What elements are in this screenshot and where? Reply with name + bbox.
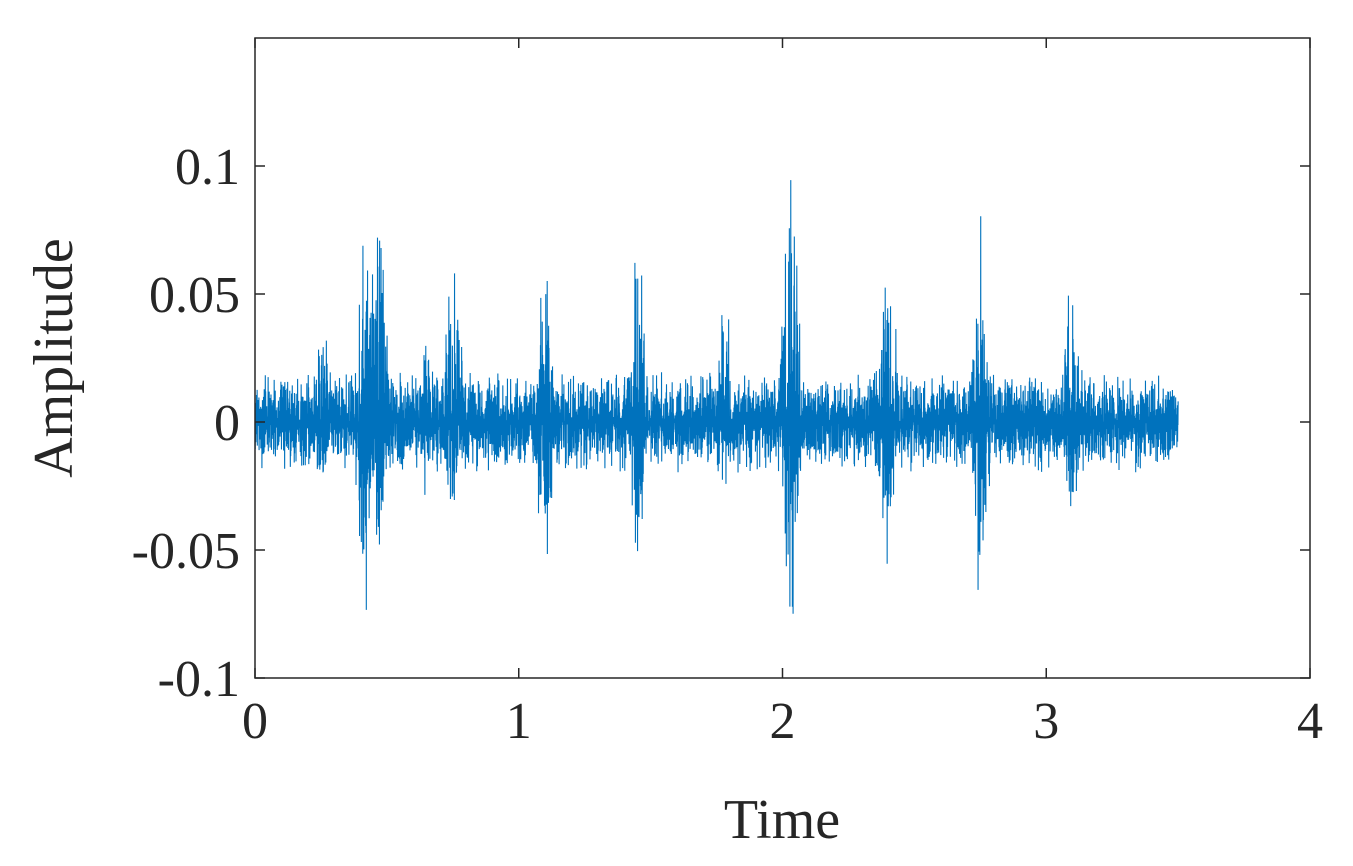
y-tick-label: 0: [214, 395, 240, 452]
y-axis-label: Amplitude: [23, 238, 85, 478]
y-tick-label: 0.05: [149, 267, 240, 324]
x-tick-label: 1: [506, 693, 532, 750]
x-axis: 0 1 2 3 4: [242, 38, 1323, 750]
x-tick-label: 2: [770, 693, 796, 750]
x-tick-label: 3: [1033, 693, 1059, 750]
y-axis: -0.1 -0.05 0 0.05 0.1: [132, 139, 1310, 708]
x-tick-label: 0: [242, 693, 268, 750]
waveform-series-line: [255, 180, 1179, 614]
plot-area: [255, 180, 1179, 614]
y-tick-label: -0.1: [158, 651, 240, 708]
y-tick-label: -0.05: [132, 523, 240, 580]
x-tick-label: 4: [1297, 693, 1323, 750]
x-axis-label: Time: [724, 789, 840, 851]
y-tick-label: 0.1: [175, 139, 240, 196]
